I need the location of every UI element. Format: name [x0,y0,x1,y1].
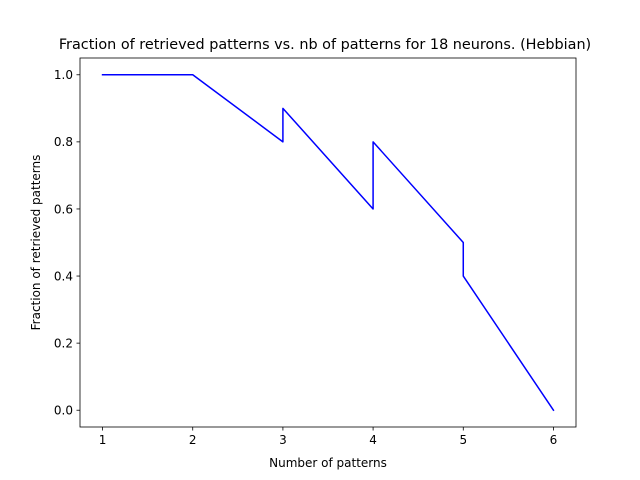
x-axis-ticks: 1 2 3 4 5 6 [99,427,558,447]
x-tick-label: 4 [369,433,377,447]
y-tick-label: 0.8 [54,135,73,149]
x-tick-label: 3 [279,433,287,447]
y-tick-label: 1.0 [54,68,73,82]
series-line-0 [101,74,555,412]
x-tick-label: 5 [459,433,467,447]
x-axis-label: Number of patterns [269,456,387,470]
y-tick-label: 0.0 [54,404,73,418]
x-tick-label: 1 [99,433,107,447]
x-tick-label: 6 [550,433,558,447]
y-axis-label: Fraction of retrieved patterns [29,155,43,331]
x-tick-label: 2 [189,433,197,447]
y-tick-label: 0.6 [54,202,73,216]
plot-area [101,74,555,412]
y-tick-label: 0.4 [54,269,73,283]
y-tick-label: 0.2 [54,336,73,350]
chart-title: Fraction of retrieved patterns vs. nb of… [59,37,591,53]
axes-frame [79,57,577,428]
y-axis-ticks: 0.0 0.2 0.4 0.6 0.8 1.0 [54,68,80,418]
